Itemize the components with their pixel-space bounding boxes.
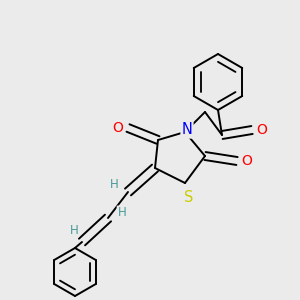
- Text: O: O: [112, 121, 123, 135]
- Text: H: H: [118, 206, 126, 220]
- Text: H: H: [70, 224, 78, 236]
- Text: N: N: [182, 122, 192, 137]
- Text: O: O: [242, 154, 252, 168]
- Text: H: H: [110, 178, 118, 191]
- Text: O: O: [256, 123, 267, 137]
- Text: S: S: [184, 190, 194, 205]
